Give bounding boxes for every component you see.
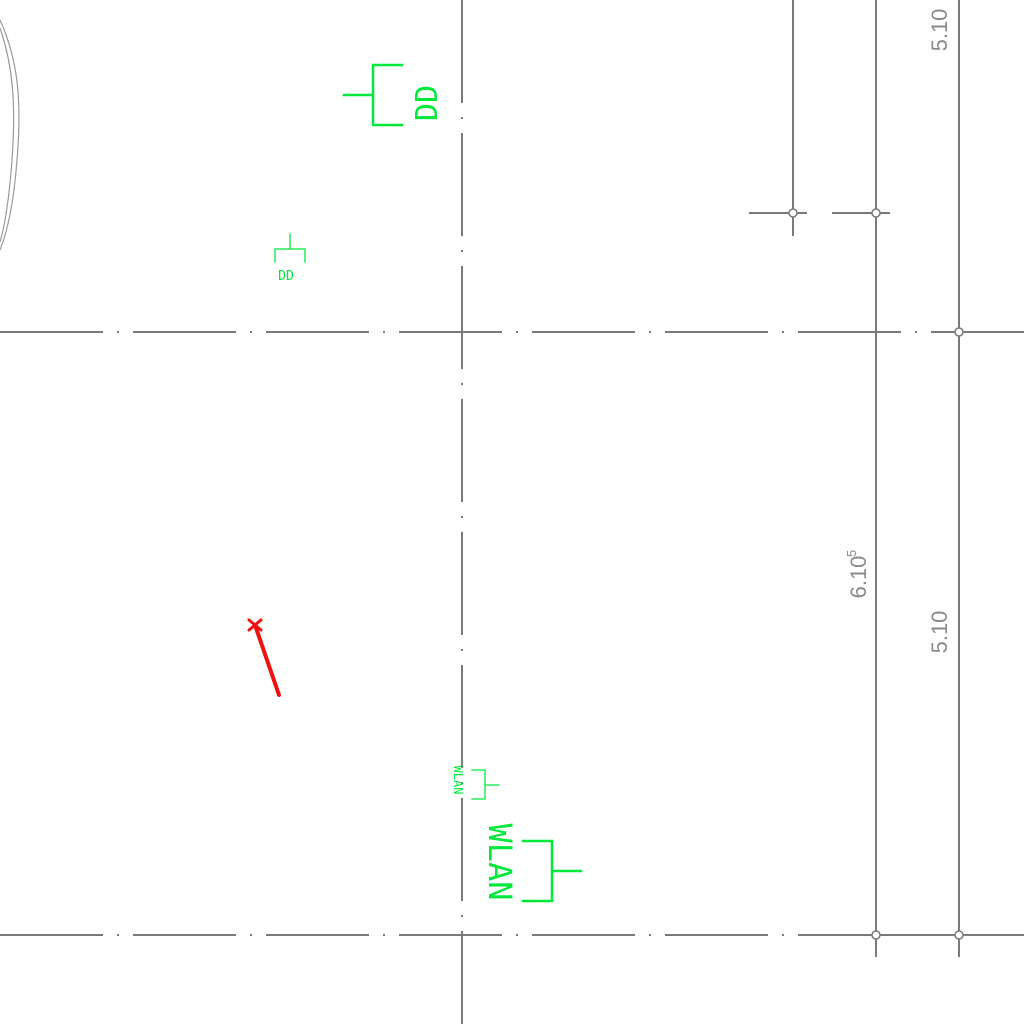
outlet-symbol-dd-large[interactable]: DD xyxy=(342,63,445,127)
outlet-symbol-dd-small[interactable]: DD xyxy=(274,233,306,284)
dimension-label-right-top: 5.10 xyxy=(927,9,952,52)
outlet-label-dd-large: DD xyxy=(410,85,445,121)
dimension-node xyxy=(954,327,964,337)
outlet-symbol-wlan-large[interactable]: WLAN xyxy=(481,823,583,903)
curved-wall-outline xyxy=(0,19,20,251)
dimension-label-middle-value: 6.10 xyxy=(846,556,871,599)
outlet-label-dd-small: DD xyxy=(278,269,294,284)
dimension-node xyxy=(871,930,881,940)
dimension-label-middle-superscript: 5 xyxy=(844,550,859,557)
outlet-label-wlan-large: WLAN xyxy=(481,823,519,900)
dimension-lines xyxy=(749,0,968,957)
red-pen-marker-icon[interactable] xyxy=(247,618,281,697)
dimension-label-middle: 6.10 5 xyxy=(844,550,871,599)
outlet-label-wlan-small: WLAN xyxy=(451,766,465,795)
dimension-label-right-bottom: 5.10 xyxy=(927,611,952,654)
dimension-labels: 5.10 5.10 6.10 5 xyxy=(844,9,952,654)
dimension-node xyxy=(788,208,798,218)
dimension-node xyxy=(954,930,964,940)
outlet-symbol-wlan-small[interactable]: WLAN xyxy=(451,766,500,800)
dimension-node xyxy=(871,208,881,218)
